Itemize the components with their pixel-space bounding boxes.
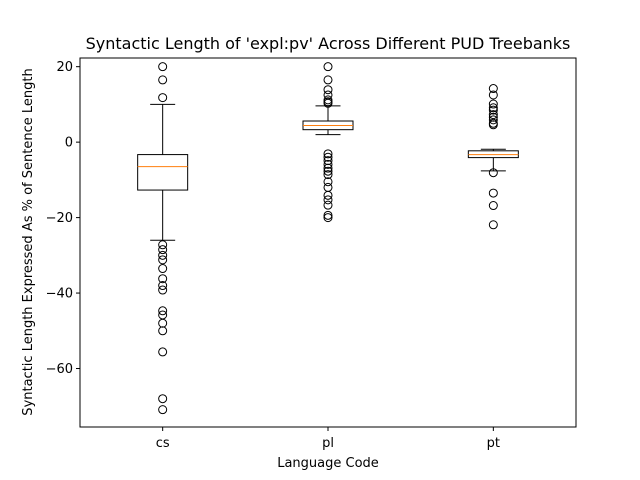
outlier-point [323, 177, 333, 187]
outlier-point [488, 168, 498, 178]
outlier-point [488, 220, 498, 230]
outlier-point [323, 210, 333, 220]
box-plot-marks [137, 62, 519, 415]
outlier-point [323, 213, 333, 223]
box-group-pl [302, 62, 354, 223]
outlier-point [323, 190, 333, 200]
y-tick-label: 20 [56, 60, 73, 75]
outlier-point [323, 166, 333, 176]
outlier-point [158, 62, 168, 72]
x-tick-label: pt [487, 436, 500, 451]
outlier-point [158, 274, 168, 284]
outlier-point [488, 99, 498, 109]
outlier-point [158, 394, 168, 404]
outlier-point [488, 84, 498, 94]
outlier-point [323, 149, 333, 159]
outlier-point [158, 347, 168, 357]
outlier-point [158, 326, 168, 336]
outlier-point [158, 240, 168, 250]
outlier-point [488, 110, 498, 120]
outlier-point [488, 105, 498, 115]
outlier-point [488, 103, 498, 113]
box-group-pt [467, 84, 519, 230]
outlier-point [323, 152, 333, 162]
chart-title: Syntactic Length of 'expl:pv' Across Dif… [86, 34, 571, 53]
box-iqr [137, 154, 189, 191]
y-tick-label: −20 [46, 211, 73, 226]
outlier-point [158, 405, 168, 415]
outlier-point [158, 250, 168, 260]
outlier-point [488, 188, 498, 198]
outlier-point [158, 264, 168, 274]
outlier-point [488, 201, 498, 211]
y-tick-label: −60 [46, 362, 73, 377]
y-axis-ticks: 20 0 −20 −40 −60 [46, 60, 80, 377]
outlier-point [323, 62, 333, 72]
x-tick-label: pl [322, 436, 334, 451]
y-tick-label: 0 [65, 136, 73, 151]
outlier-point [323, 85, 333, 95]
x-axis-label: Language Code [277, 456, 379, 471]
x-tick-label: cs [156, 436, 170, 451]
outlier-point [488, 120, 498, 130]
x-axis-ticks: cs pl pt [156, 427, 500, 451]
outlier-point [158, 93, 168, 103]
outlier-point [323, 159, 333, 169]
outlier-point [323, 75, 333, 85]
outlier-point [158, 281, 168, 291]
outlier-point [323, 163, 333, 173]
outlier-point [158, 255, 168, 265]
outlier-point [488, 115, 498, 125]
outlier-point [323, 200, 333, 210]
outlier-point [323, 170, 333, 180]
y-axis-label: Syntactic Length Expressed As % of Sente… [21, 68, 36, 415]
outlier-point [158, 75, 168, 85]
y-tick-label: −40 [46, 287, 73, 302]
outlier-point [323, 195, 333, 205]
box-group-cs [137, 62, 189, 415]
outlier-point [488, 90, 498, 100]
outlier-point [158, 306, 168, 316]
outlier-point [158, 245, 168, 255]
outlier-point [158, 285, 168, 295]
outlier-point [323, 98, 333, 108]
